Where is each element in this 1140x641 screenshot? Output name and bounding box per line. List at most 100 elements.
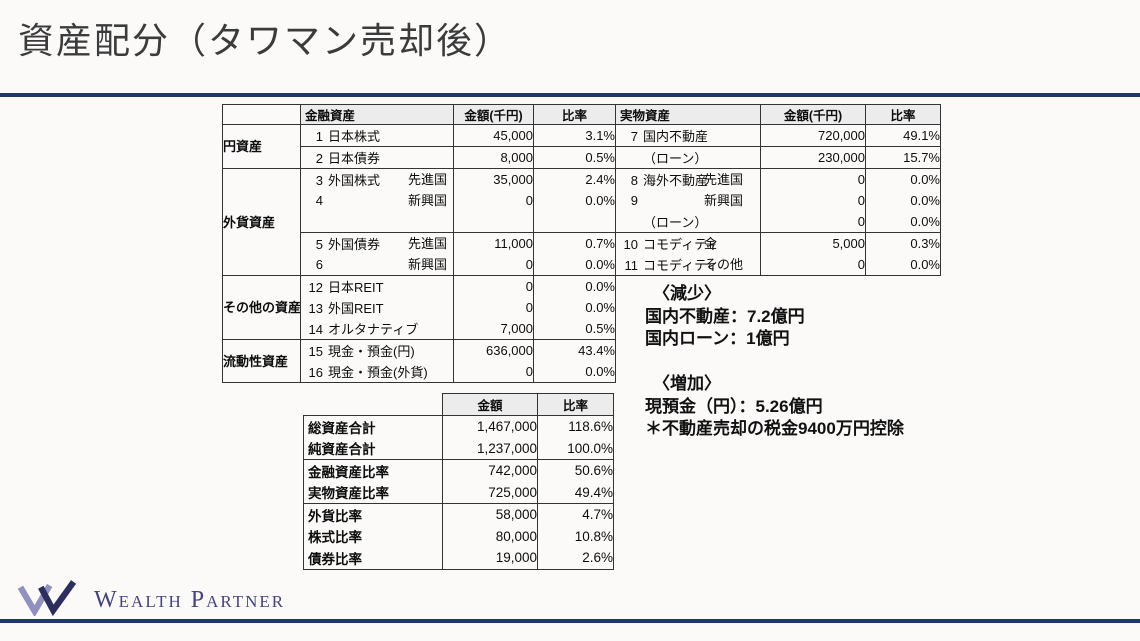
group-label: 流動性資産 <box>222 339 301 383</box>
w-double-check-icon <box>17 580 77 616</box>
table-row: 流動性資産 15 現金・預金(円) 636,000 43.4% <box>222 339 616 383</box>
table-row: 2 日本債券 8,000 0.5% <box>223 146 616 169</box>
ratio-value: 0.5% <box>533 146 616 169</box>
table-row: 金融資産比率 742,000 50.6% <box>303 459 614 482</box>
amount-value: 720,000 <box>760 124 866 147</box>
ratio-value: 0.7% <box>533 232 616 254</box>
summary-table: 金額 比率 総資産合計 1,467,000 118.6% 純資産合計 1,237,000… <box>303 393 614 570</box>
table-row: （ローン） 230,000 15.7% <box>615 146 941 169</box>
item-label: コモディティ <box>643 258 720 273</box>
page-title: 資産配分（タワマン売却後） <box>18 20 513 61</box>
item-label: 日本債券 <box>328 151 381 166</box>
item-label: 現金・預金(外貨) <box>328 365 428 380</box>
amount-value: 1,467,000 <box>442 415 538 438</box>
item-name-cell: 13 外国REIT <box>300 297 454 318</box>
table-row: 9 新興国 0 0.0% <box>615 190 941 211</box>
item-region-label: 金 <box>704 236 718 251</box>
item-label: 外国株式 <box>328 173 381 188</box>
decrease-heading: 〈減少〉 <box>653 284 721 303</box>
ratio-value: 0.0% <box>533 275 616 297</box>
ratio-value: 49.1% <box>865 124 941 147</box>
table-row: その他の資産 12 日本REIT 0 0.0% <box>222 275 616 340</box>
amount-header: 金額 <box>442 393 538 416</box>
table-row: 実物資産比率 725,000 49.4% <box>303 481 614 504</box>
item-name-cell: （ローン） <box>615 211 761 233</box>
note-line: 国内ローン：1億円 <box>645 329 790 348</box>
summary-ghost-cell <box>304 394 443 416</box>
summary-label: 債券比率 <box>303 547 443 570</box>
ratio-value: 0.0% <box>865 211 941 233</box>
table-row: 債券比率 19,000 2.6% <box>303 547 614 570</box>
item-number: 2 <box>315 151 323 166</box>
ratio-value: 0.0% <box>865 168 941 190</box>
item-label: 日本株式 <box>328 129 381 144</box>
ratio-value: 0.0% <box>865 190 941 211</box>
ratio-value: 0.0% <box>533 361 616 383</box>
summary-label: 実物資産比率 <box>303 481 443 504</box>
item-region-label: 新興国 <box>408 193 448 208</box>
financial-assets-header: 金融資産 <box>300 104 454 125</box>
item-number: 15 <box>308 344 323 359</box>
table-row: 4 新興国 0 0.0% <box>223 190 616 211</box>
table-row: 外貨資産 3 外国株式 先進国 35,000 2.4% <box>222 168 616 276</box>
item-name-cell: 4 新興国 <box>300 190 454 211</box>
ratio-header: 比率 <box>537 393 614 416</box>
item-region-label: 新興国 <box>704 193 744 208</box>
amount-value: 0 <box>453 361 534 383</box>
item-number: 7 <box>630 129 638 144</box>
ratio-header: 比率 <box>865 104 941 125</box>
footer-divider <box>0 619 1140 623</box>
item-number: 6 <box>315 257 323 272</box>
item-label: 外国債券 <box>328 237 381 252</box>
amount-value: 1,237,000 <box>442 437 538 460</box>
amount-value <box>453 211 534 233</box>
ratio-value: 0.3% <box>865 232 941 254</box>
table-row: （ローン） 0 0.0% <box>615 211 941 233</box>
ratio-value: 2.4% <box>533 168 616 190</box>
amount-value: 8,000 <box>453 146 534 169</box>
amount-value: 0 <box>453 297 534 318</box>
item-label: 国内不動産 <box>643 129 709 144</box>
item-region-label: 先進国 <box>408 236 448 251</box>
table-row: 11 コモディティ その他 0 0.0% <box>615 254 941 276</box>
item-name-cell: （ローン） <box>615 146 761 169</box>
table-header-row: 実物資産 金額(千円) 比率 <box>615 104 941 125</box>
real-assets-header: 実物資産 <box>615 104 761 125</box>
group-label: 外貨資産 <box>222 168 301 276</box>
summary-label: 外貨比率 <box>303 503 443 526</box>
ratio-value: 0.5% <box>533 318 616 340</box>
item-number: 8 <box>630 173 638 188</box>
amount-value: 35,000 <box>453 168 534 190</box>
table-row: 外貨比率 58,000 4.7% <box>303 503 614 526</box>
ratio-value: 49.4% <box>537 481 614 504</box>
summary-label: 純資産合計 <box>303 437 443 460</box>
ratio-value: 43.4% <box>533 339 616 361</box>
item-name-cell: 10 コモディティ金 <box>615 232 761 254</box>
amount-value: 230,000 <box>760 146 866 169</box>
group-label: 円資産 <box>222 124 301 169</box>
item-name-cell: 11 コモディティ その他 <box>615 254 761 276</box>
ratio-value: 100.0% <box>537 437 614 460</box>
amount-value: 80,000 <box>442 525 538 547</box>
item-name-cell: 6 新興国 <box>300 254 454 276</box>
table-row: 株式比率 80,000 10.8% <box>303 525 614 547</box>
real-assets-table: 実物資産 金額(千円) 比率 7 国内不動産 720,000 49.1% （ローン） 23… <box>615 104 941 276</box>
table-header-row: 金額 比率 <box>304 393 614 416</box>
item-number: 12 <box>308 280 323 295</box>
ratio-value: 0.0% <box>533 254 616 276</box>
item-label: オルタナティブ <box>328 322 419 337</box>
group-label: その他の資産 <box>222 275 301 340</box>
title-divider <box>0 93 1140 97</box>
table-row: 8 海外不動産 先進国 0 0.0% <box>615 168 941 190</box>
amount-value: 0 <box>760 211 866 233</box>
ratio-value: 0.0% <box>533 190 616 211</box>
table-row: 6 新興国 0 0.0% <box>223 254 616 276</box>
item-name-cell: 9 新興国 <box>615 190 761 211</box>
item-label: （ローン） <box>643 215 708 230</box>
item-name-cell: 1 日本株式 <box>300 124 454 147</box>
amount-value: 0 <box>453 275 534 297</box>
table-row: 純資産合計 1,237,000 100.0% <box>303 437 614 460</box>
amount-header: 金額(千円) <box>760 104 866 125</box>
amount-value: 58,000 <box>442 503 538 526</box>
item-number: 5 <box>315 237 323 252</box>
